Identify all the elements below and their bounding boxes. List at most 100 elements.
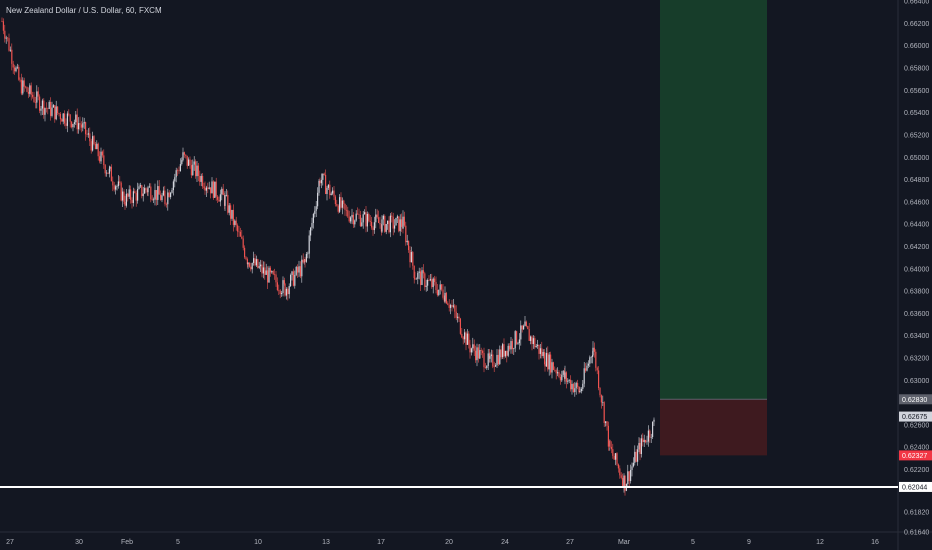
candle-body [311,223,313,228]
candle-body [227,194,229,213]
candle-body [364,212,366,215]
candle-body [602,402,604,403]
candle-body [75,114,77,123]
candle-body [366,214,368,227]
candle-body [578,386,580,393]
candle-body [148,186,150,188]
candle-body [244,247,246,258]
candle-body [162,190,164,196]
candle-body [447,303,449,305]
candle-body [7,37,9,39]
candle-body [402,216,404,229]
y-tick-label: 0.61820 [904,509,929,516]
candle-body [535,345,537,348]
candle-body [5,37,7,39]
candle-body [435,282,437,291]
candle-body [204,187,206,191]
candle-body [554,369,556,371]
candle-body [197,165,199,176]
candle-body [499,349,501,365]
candle-body [199,175,201,182]
candle-body [541,348,543,357]
candle-body [292,271,294,286]
candle-body [528,329,530,341]
candle-body [115,186,117,190]
candle-body [531,336,533,344]
candle-body [590,356,592,358]
candle-body [486,365,488,369]
candle-body [205,187,207,191]
candle-body [93,136,95,145]
candle-body [605,421,607,423]
candle-body [15,67,17,72]
candle-body [202,175,204,187]
candle-body [410,252,412,263]
candle-body [40,108,42,111]
candle-body [403,216,405,226]
candle-body [413,265,415,279]
candle-body [544,364,546,367]
candle-body [106,172,108,174]
candle-body [502,344,504,358]
candle-body [290,275,292,287]
candle-body [334,196,336,205]
candle-body [444,292,446,302]
candle-body [637,449,639,462]
candle-body [47,108,49,110]
candle-body [19,79,21,81]
candle-body [568,379,570,381]
candle-body [551,362,553,373]
candle-body [150,186,152,200]
candle-body [241,236,243,239]
candle-body [96,143,98,150]
candle-body [117,181,119,187]
candle-body [373,222,375,231]
candle-body [298,266,300,273]
candle-body [222,188,224,196]
y-tick-label: 0.64800 [904,177,929,184]
candle-body [18,66,20,80]
candle-body [246,259,248,265]
candle-body [155,190,157,200]
candle-body [167,192,169,205]
candle-body [250,266,252,270]
candle-body [291,271,293,276]
candle-body [64,113,66,124]
candle-body [420,271,422,285]
candle-body [11,49,13,64]
candle-body [326,187,328,194]
candle-body [228,205,230,213]
candle-body [295,266,297,275]
candle-body [26,87,28,92]
candle-body [603,402,605,423]
candle-body [650,436,652,438]
candle-body [424,273,426,287]
candle-body [389,215,391,233]
candle-body [649,430,651,438]
candle-body [495,365,497,367]
x-tick-label: 10 [254,539,262,546]
candle-body [382,215,384,220]
candle-body [33,96,35,102]
candle-body [577,383,579,387]
candle-body [587,363,589,366]
candle-body [212,181,214,198]
y-tick-label: 0.63000 [904,378,929,385]
candle-body [119,181,121,183]
candle-body [89,133,91,142]
candle-body [261,264,263,274]
candle-body [483,353,485,368]
x-tick-label: Feb [121,539,133,546]
candle-body [12,63,14,68]
candle-body [506,350,508,356]
y-tick-label: 0.66000 [904,43,929,50]
candle-body [492,354,494,367]
candle-body [574,388,576,393]
candle-body [32,94,34,97]
candle-body [2,21,4,31]
candle-body [431,279,433,288]
candle-body [394,225,396,229]
candle-body [177,170,179,171]
candle-body [336,204,338,206]
